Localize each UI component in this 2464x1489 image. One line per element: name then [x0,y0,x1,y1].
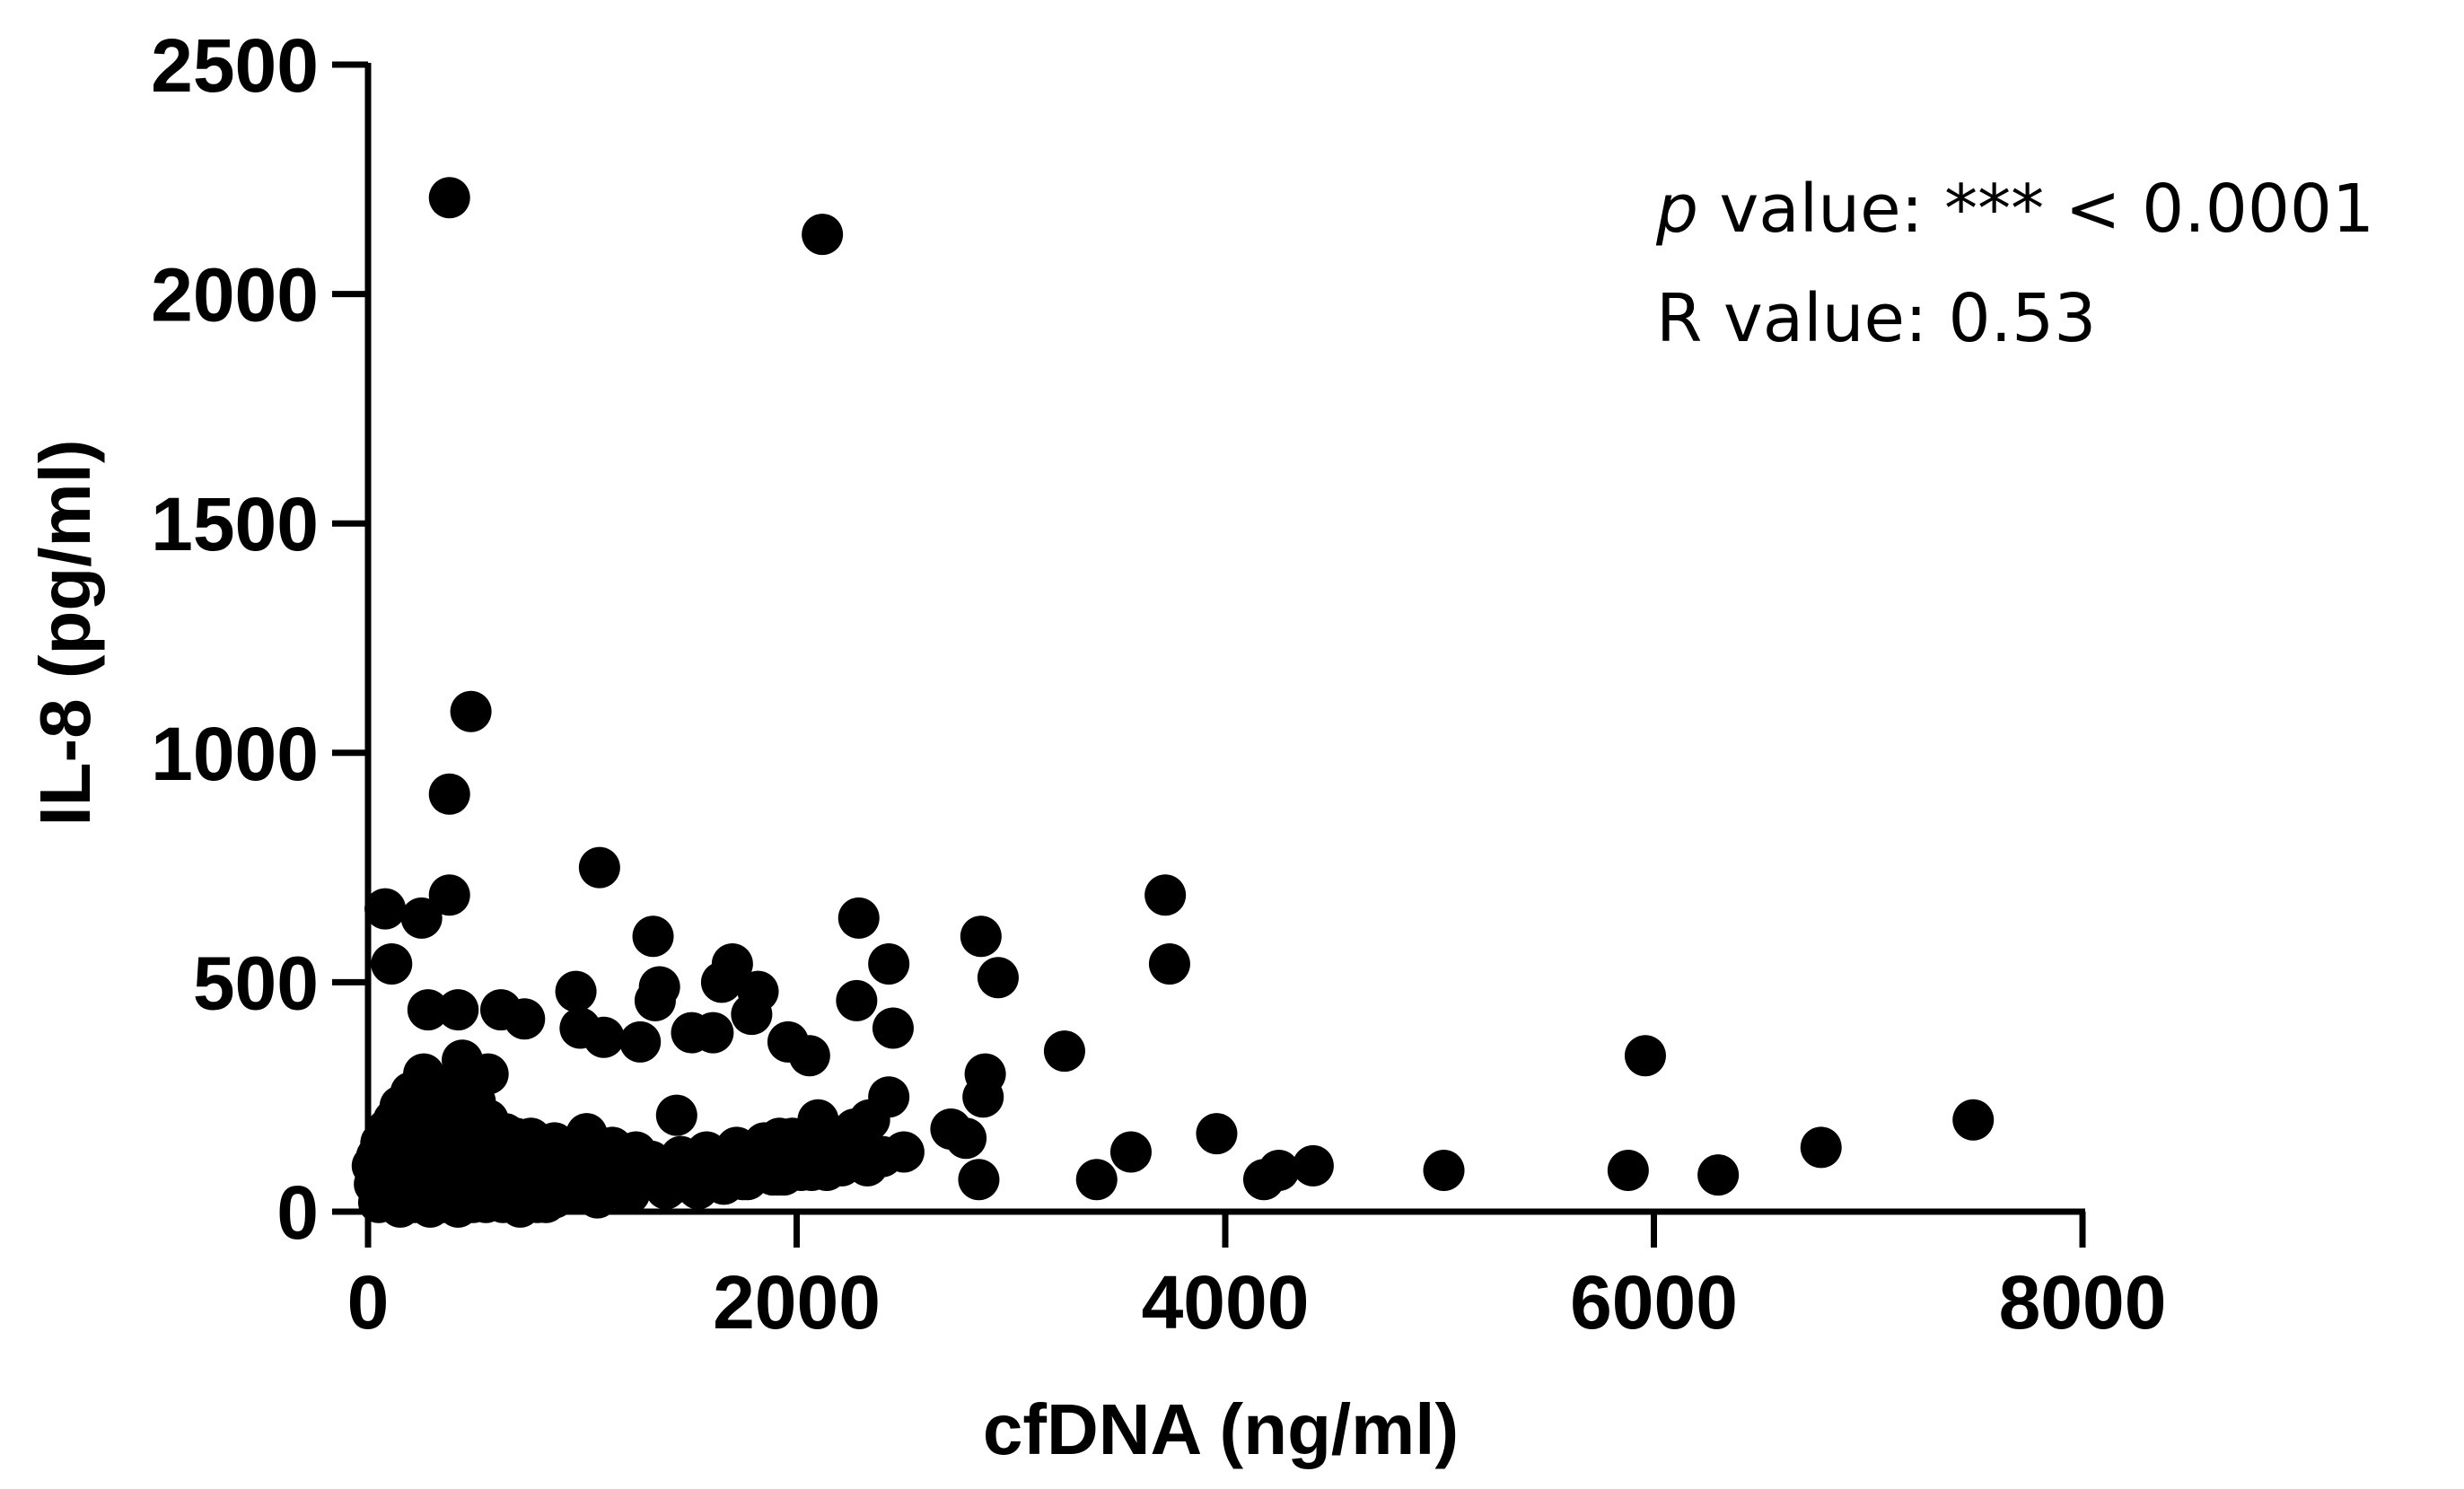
data-point [962,1076,1004,1118]
data-point [1292,1144,1334,1187]
data-point [1952,1099,1995,1141]
x-axis-ticks: 0 2000 4000 6000 8000 [347,1212,2167,1344]
data-point [644,1168,687,1210]
data-point [428,874,470,916]
data-point [371,942,413,985]
data-point [1697,1154,1740,1196]
y-tick-label: 2000 [151,253,319,337]
y-tick-label: 500 [193,941,319,1025]
data-point [836,979,878,1021]
y-tick-label: 1500 [151,482,319,566]
data-point [802,214,844,256]
data-point [1607,1149,1649,1191]
y-axis-ticks: 0 500 1000 1500 2000 2500 [151,23,368,1255]
data-point [428,177,470,219]
data-point [958,1159,1000,1201]
data-point [632,915,674,958]
data-point [467,1053,509,1095]
data-point [872,1007,914,1049]
data-point [833,1108,875,1150]
data-point [1624,1035,1666,1077]
x-tick-label: 6000 [1570,1260,1738,1344]
data-point [837,897,880,939]
data-point [846,1144,889,1187]
data-point [868,942,910,985]
y-axis-title: IL-8 (pg/ml) [25,439,105,826]
y-tick-label: 1000 [151,712,319,796]
data-point [681,1163,723,1205]
data-point [1144,874,1187,916]
x-tick-label: 4000 [1142,1260,1310,1344]
data-point [1423,1149,1465,1191]
data-point [788,1035,830,1077]
data-point [1075,1159,1118,1201]
data-point [619,1020,662,1063]
data-point [578,846,620,889]
data-point [634,979,676,1021]
data-point [450,690,492,732]
data-point [805,1149,847,1191]
data-point [692,1012,734,1054]
data-point [655,1094,697,1136]
data-point [407,989,449,1031]
data-point [1196,1113,1238,1155]
data-point [960,915,1002,958]
data-point [583,1016,625,1058]
x-axis-title: cfDNA (ng/ml) [983,1389,1459,1469]
data-point [437,989,479,1031]
y-tick-label: 0 [276,1170,319,1255]
data-point [763,1154,805,1196]
data-point [1148,942,1190,985]
data-point [364,888,407,930]
data-point [609,1172,651,1214]
data-point [722,1159,764,1201]
x-tick-label: 8000 [1999,1260,2167,1344]
y-tick-label: 2500 [151,23,319,108]
data-point [1109,1131,1152,1173]
data-point [576,1177,618,1219]
data-point [945,1117,987,1160]
data-point [555,970,597,1012]
r-value-annotation: R value: 0.53 [1656,280,2096,357]
p-value-text: value: *** < 0.0001 [1698,171,2374,248]
data-point [799,1113,841,1155]
data-point [428,773,470,815]
p-value-annotation: p value: *** < 0.0001 [1655,171,2374,248]
data-point [504,998,546,1040]
data-point [1258,1149,1300,1191]
x-tick-label: 0 [347,1260,390,1344]
data-point [977,957,1019,999]
x-tick-label: 2000 [713,1260,881,1344]
p-symbol: p [1655,171,1698,248]
data-point [1043,1030,1085,1073]
data-point [731,994,773,1036]
data-point [400,897,443,939]
data-point [1800,1126,1842,1169]
data-point [700,961,742,1003]
